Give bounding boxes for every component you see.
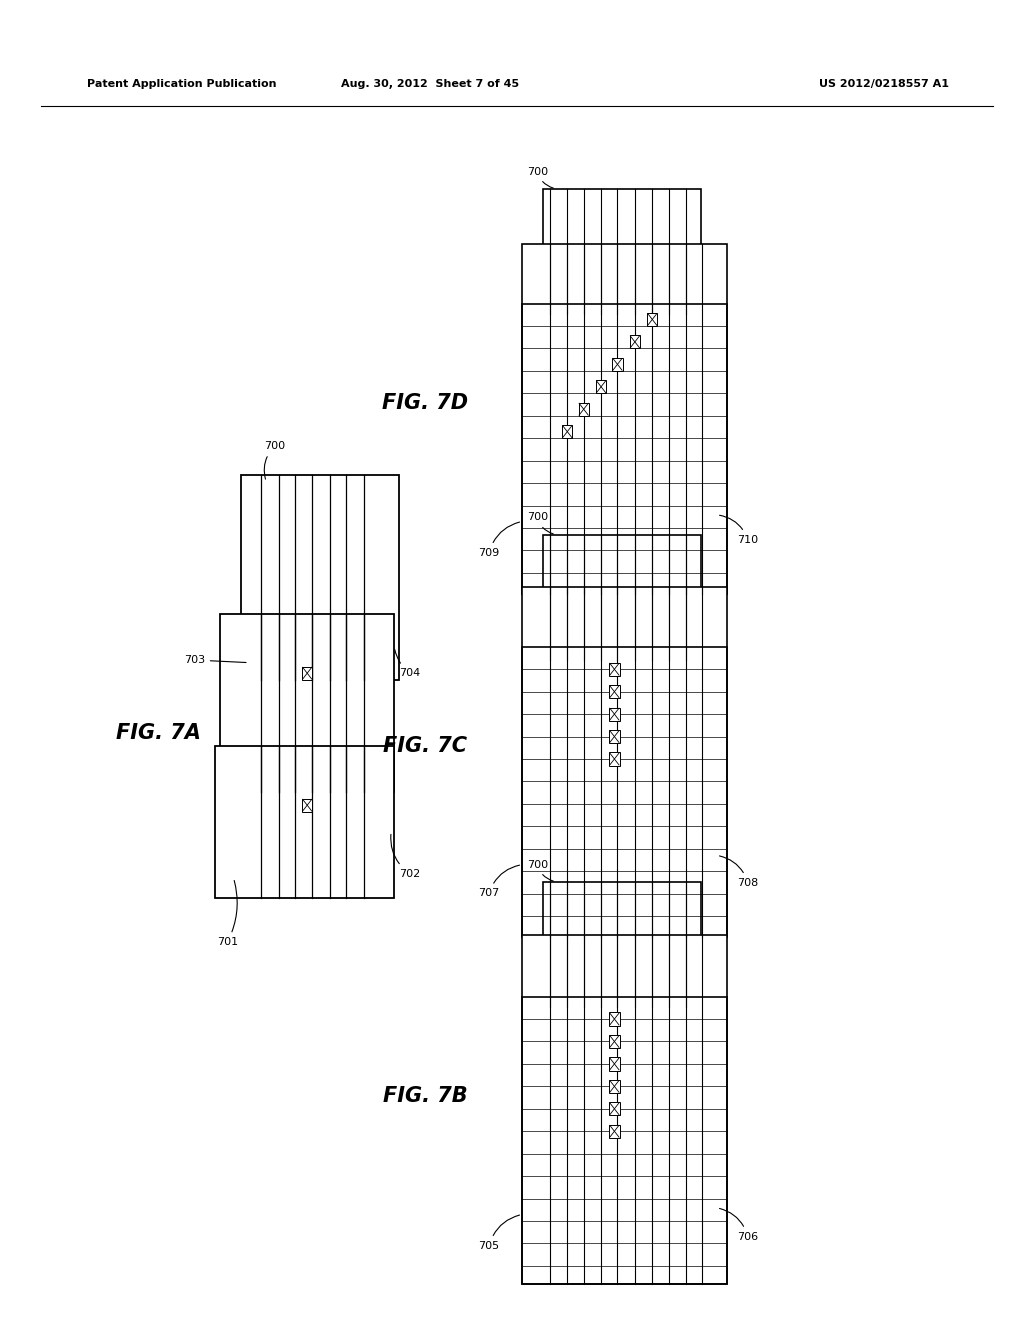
Bar xyxy=(302,667,312,680)
Text: 700: 700 xyxy=(526,512,553,533)
Text: 701: 701 xyxy=(217,880,238,948)
Bar xyxy=(609,1102,620,1115)
Bar xyxy=(215,746,394,898)
Bar xyxy=(609,1035,620,1048)
Text: 703: 703 xyxy=(183,655,246,665)
Text: 710: 710 xyxy=(720,515,759,545)
Text: 708: 708 xyxy=(720,855,759,888)
Text: 704: 704 xyxy=(395,649,421,678)
Bar xyxy=(562,425,572,438)
Text: FIG. 7B: FIG. 7B xyxy=(383,1085,467,1106)
Text: 706: 706 xyxy=(720,1208,759,1242)
Bar xyxy=(630,335,640,348)
Bar xyxy=(609,730,620,743)
Text: FIG. 7D: FIG. 7D xyxy=(382,392,468,413)
Bar xyxy=(522,244,727,594)
Bar xyxy=(522,587,727,937)
Bar xyxy=(241,475,399,680)
Bar xyxy=(596,380,606,393)
Bar xyxy=(522,935,727,1284)
Text: 707: 707 xyxy=(478,865,519,899)
Text: 702: 702 xyxy=(391,834,421,879)
Bar xyxy=(543,882,701,1007)
Text: 700: 700 xyxy=(526,166,553,187)
Text: FIG. 7C: FIG. 7C xyxy=(383,735,467,756)
Text: 700: 700 xyxy=(264,441,285,479)
Bar xyxy=(220,614,394,792)
Bar xyxy=(609,752,620,766)
Bar xyxy=(609,1080,620,1093)
Bar xyxy=(579,403,589,416)
Text: FIG. 7A: FIG. 7A xyxy=(117,722,201,743)
Bar xyxy=(543,535,701,660)
Text: Aug. 30, 2012  Sheet 7 of 45: Aug. 30, 2012 Sheet 7 of 45 xyxy=(341,79,519,90)
Text: 705: 705 xyxy=(478,1216,519,1251)
Bar xyxy=(647,313,657,326)
Bar xyxy=(543,189,701,314)
Bar xyxy=(609,663,620,676)
Bar xyxy=(522,304,727,594)
Bar xyxy=(302,799,312,812)
Bar xyxy=(609,708,620,721)
Bar xyxy=(609,1125,620,1138)
Text: US 2012/0218557 A1: US 2012/0218557 A1 xyxy=(819,79,949,90)
Bar xyxy=(609,685,620,698)
Bar xyxy=(522,997,727,1284)
Bar xyxy=(609,1012,620,1026)
Bar xyxy=(612,358,623,371)
Text: 709: 709 xyxy=(478,523,519,558)
Bar xyxy=(522,647,727,937)
Text: 700: 700 xyxy=(526,859,553,880)
Text: Patent Application Publication: Patent Application Publication xyxy=(87,79,276,90)
Bar xyxy=(609,1057,620,1071)
